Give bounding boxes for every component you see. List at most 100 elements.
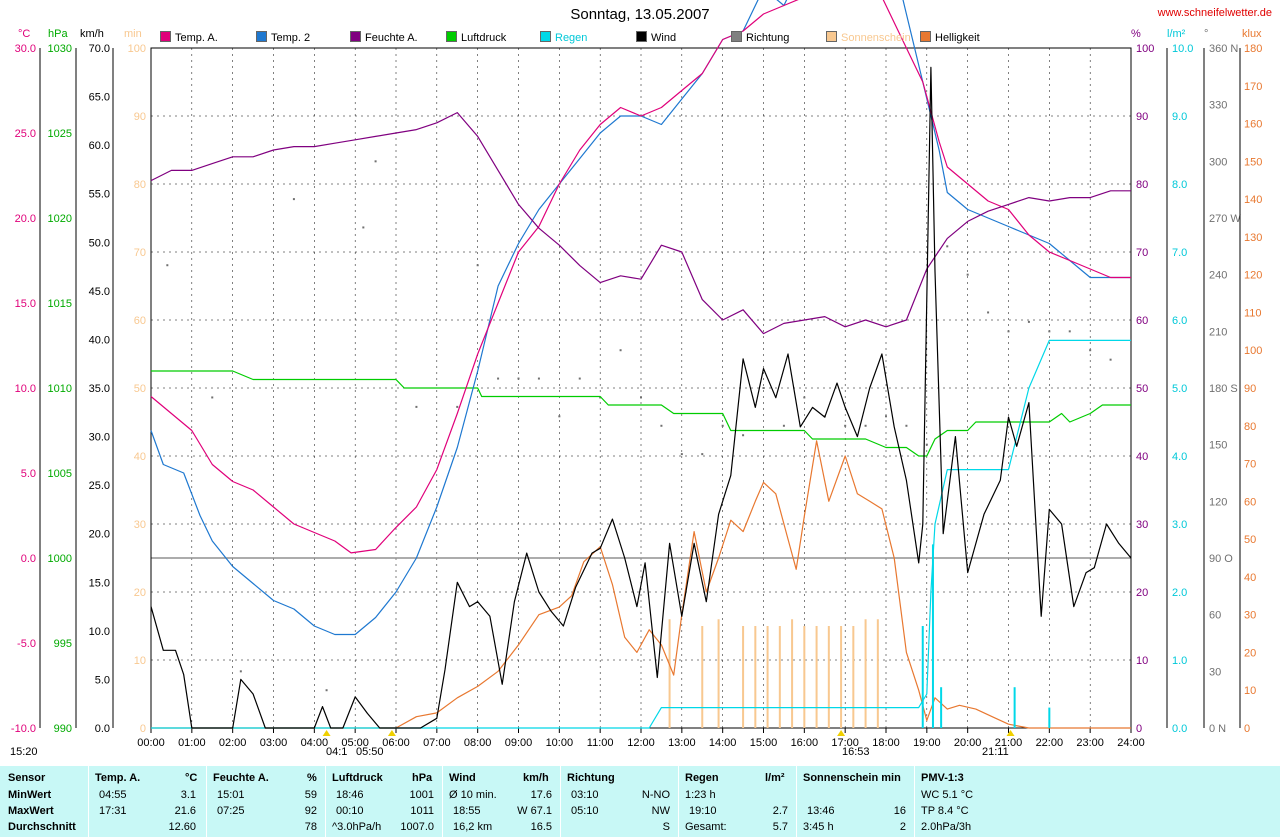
series-luftdruck-line bbox=[151, 370, 1131, 457]
y-tick-label-lux: 150 bbox=[1244, 156, 1262, 168]
legend-item: Luftdruck bbox=[446, 31, 506, 44]
stats-wind-distance: 16,2 km bbox=[453, 821, 493, 833]
y-tick-label-dir: 210 bbox=[1209, 326, 1227, 338]
x-tick-label: 06:00 bbox=[382, 737, 410, 749]
stats-wind-max: W 67.1 bbox=[517, 805, 552, 817]
grid bbox=[150, 47, 1132, 729]
x-tick-label: 24:00 bbox=[1117, 737, 1145, 749]
y-tick-label-dir: 0 N bbox=[1209, 723, 1226, 735]
sun-marker-icon bbox=[322, 730, 331, 736]
stats-temp-min: 3.1 bbox=[180, 789, 196, 801]
x-tick-label: 11:00 bbox=[587, 737, 614, 749]
y-tick-label-temp: 30.0 bbox=[15, 43, 36, 55]
y-tick-label-sun: 80 bbox=[134, 179, 146, 191]
series-richtung-point bbox=[362, 226, 365, 229]
series-richtung-point bbox=[1048, 330, 1051, 333]
x-tick-label: 08:00 bbox=[464, 737, 492, 749]
y-tick-label-sun: 30 bbox=[134, 519, 146, 531]
series-richtung-point bbox=[925, 443, 928, 446]
y-tick-label-rain: 2.0 bbox=[1172, 587, 1187, 599]
x-tick-label: 05:00 bbox=[341, 737, 369, 749]
series-richtung-point bbox=[292, 198, 295, 201]
series-richtung-point bbox=[660, 424, 663, 427]
stats-sonne: Sonnenschein min 13:46 16 3:45 h 2 bbox=[797, 766, 914, 837]
y-tick-label-wind: 70.0 bbox=[89, 43, 110, 55]
stats-temp-unit: °C bbox=[185, 772, 198, 784]
y-tick-label-rain: 5.0 bbox=[1172, 383, 1187, 395]
stats-richtung-min: N-NO bbox=[641, 789, 670, 801]
stats-luftdruck-header: Luftdruck bbox=[332, 772, 383, 784]
y-tick-label-wind: 10.0 bbox=[89, 626, 110, 638]
stats-regen-duration: 1:23 h bbox=[685, 789, 716, 801]
axis-unit-press: hPa bbox=[48, 28, 68, 40]
axis-unit-temp: °C bbox=[18, 28, 31, 40]
y-tick-label-lux: 60 bbox=[1244, 496, 1256, 508]
x-tick-label: 00:00 bbox=[137, 737, 165, 749]
series-richtung-point bbox=[599, 396, 602, 399]
y-tick-label-dir: 360 N bbox=[1209, 43, 1238, 55]
y-tick-label-lux: 50 bbox=[1244, 534, 1256, 546]
stats-regen-header: Regen bbox=[685, 772, 719, 784]
y-tick-label-temp: 0.0 bbox=[21, 553, 36, 565]
x-tick-label: 15:00 bbox=[750, 737, 778, 749]
stats-richtung: Richtung 03:10 N-NO 05:10 NW S bbox=[561, 766, 678, 837]
stats-wind-header: Wind bbox=[449, 772, 476, 784]
y-tick-label-wind: 50.0 bbox=[89, 237, 110, 249]
legend-label: Wind bbox=[651, 32, 677, 44]
series-richtung-point bbox=[456, 405, 459, 408]
y-tick-label-press: 1010 bbox=[48, 383, 72, 395]
y-tick-label-rain: 4.0 bbox=[1172, 451, 1187, 463]
legend-label: Temp. A. bbox=[175, 32, 218, 44]
y-tick-label-lux: 20 bbox=[1244, 647, 1256, 659]
series-richtung-point bbox=[1109, 358, 1112, 361]
stats-row-avg: Durchschnitt bbox=[8, 821, 76, 833]
stats-luftdruck-avg: 1007.0 bbox=[400, 821, 434, 833]
legend-swatch bbox=[731, 31, 742, 42]
series-richtung-point bbox=[166, 264, 169, 267]
y-tick-label-sun: 90 bbox=[134, 111, 146, 123]
footer-marker-1: 04:1 bbox=[326, 746, 348, 758]
series-richtung-point bbox=[374, 160, 377, 163]
y-tick-label-hum: 30 bbox=[1136, 519, 1148, 531]
y-tick-label-dir: 150 bbox=[1209, 440, 1227, 452]
y-tick-label-lux: 180 bbox=[1244, 43, 1262, 55]
stats-sonne-avg: 2 bbox=[899, 821, 906, 833]
y-tick-label-lux: 160 bbox=[1244, 119, 1262, 131]
stats-luftdruck-max-time: 00:10 bbox=[336, 805, 364, 817]
series-richtung-point bbox=[1089, 349, 1092, 352]
stats-luftdruck-unit: hPa bbox=[412, 772, 433, 784]
stats-sensor: Sensor MinWert MaxWert Durchschnitt bbox=[0, 766, 88, 837]
y-tick-label-dir: 240 bbox=[1209, 270, 1227, 282]
stats-temp: Temp. A. °C 04:55 3.1 17:31 21.6 12.60 bbox=[89, 766, 206, 837]
stats-feuchte-min: 59 bbox=[304, 789, 317, 801]
axis-unit-lux: klux bbox=[1242, 28, 1262, 40]
footer-marker-3: 16:53 bbox=[842, 746, 870, 758]
axis-unit-sun: min bbox=[124, 28, 142, 40]
stats-luftdruck-min-time: 18:46 bbox=[336, 789, 364, 801]
y-tick-label-wind: 55.0 bbox=[89, 189, 110, 201]
y-tick-label-lux: 80 bbox=[1244, 421, 1256, 433]
y-tick-label-hum: 70 bbox=[1136, 247, 1148, 259]
legend-item: Feuchte A. bbox=[350, 31, 418, 44]
y-tick-label-wind: 20.0 bbox=[89, 529, 110, 541]
site-url[interactable]: www.schneifelwetter.de bbox=[1157, 7, 1272, 19]
series-richtung-point bbox=[1027, 320, 1030, 323]
y-tick-label-rain: 3.0 bbox=[1172, 519, 1187, 531]
y-tick-label-dir: 270 W bbox=[1209, 213, 1241, 225]
stats-regen-unit: l/m² bbox=[765, 772, 785, 784]
sun-marker-icon bbox=[1006, 730, 1015, 736]
series-richtung-point bbox=[885, 415, 887, 418]
series-richtung-point bbox=[325, 689, 328, 692]
legend-swatch bbox=[826, 31, 837, 42]
footer-marker-4: 21:11 bbox=[982, 746, 1009, 758]
y-tick-label-sun: 70 bbox=[134, 247, 146, 259]
axis-unit-rain: l/m² bbox=[1167, 28, 1186, 40]
y-tick-label-rain: 8.0 bbox=[1172, 179, 1187, 191]
series-richtung-point bbox=[497, 377, 500, 380]
x-tick-label: 17:00 bbox=[831, 737, 859, 749]
series-richtung-point bbox=[1068, 330, 1071, 333]
y-tick-label-rain: 6.0 bbox=[1172, 315, 1187, 327]
stats-pmv: PMV-1:3 WC 5.1 °C TP 8.4 °C 2.0hPa/3h bbox=[915, 766, 1280, 837]
y-tick-label-press: 1030 bbox=[48, 43, 72, 55]
stats-richtung-min-time: 03:10 bbox=[571, 789, 599, 801]
